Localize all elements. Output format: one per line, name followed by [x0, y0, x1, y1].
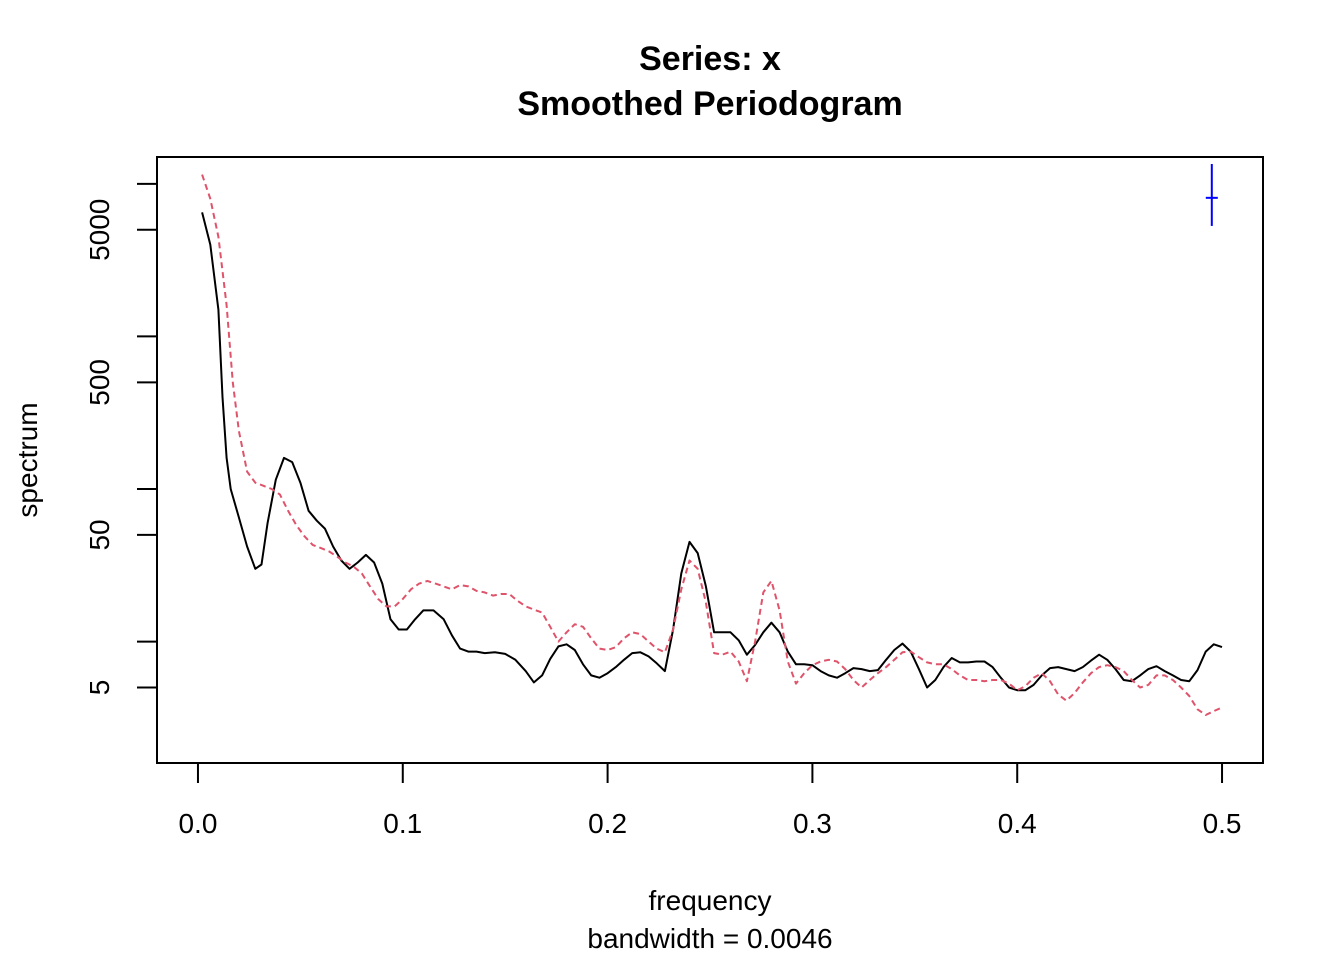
x-axis: 0.0 0.1 0.2 0.3 0.4 0.5 [178, 762, 1242, 839]
y-tick-label: 500 [84, 359, 115, 406]
y-tick-label: 5 [84, 680, 115, 696]
y-axis-label: spectrum [12, 402, 43, 517]
chart-title: Series: x [639, 40, 781, 78]
y-tick-label: 50 [84, 519, 115, 550]
plot-frame [156, 156, 1264, 764]
y-tick-label: 5000 [84, 199, 115, 261]
x-tick-label: 0.0 [178, 808, 217, 839]
series-raw-line [201, 212, 1223, 692]
series-smoothed-line [201, 174, 1223, 716]
x-axis-bandwidth-note: bandwidth = 0.0046 [587, 923, 832, 954]
confidence-interval-bar [1205, 163, 1218, 226]
x-tick-label: 0.4 [998, 808, 1037, 839]
x-tick-label: 0.5 [1203, 808, 1242, 839]
chart-subtitle: Smoothed Periodogram [517, 85, 902, 123]
y-axis: 5 50 500 5000 [84, 182, 158, 696]
series-layer [201, 174, 1223, 716]
x-tick-label: 0.1 [383, 808, 422, 839]
x-axis-label: frequency [649, 885, 772, 916]
x-tick-label: 0.2 [588, 808, 627, 839]
x-tick-label: 0.3 [793, 808, 832, 839]
